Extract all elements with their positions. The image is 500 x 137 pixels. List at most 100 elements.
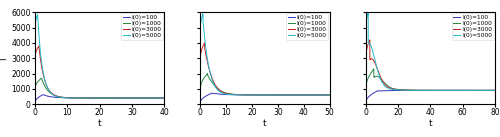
I(0)=100 — [135, 97, 141, 99]
I(0)=5000 — [450, 89, 456, 91]
I(0)=3000 — [428, 89, 434, 91]
I(0)=100 — [202, 96, 208, 97]
I(0)=100 — [40, 94, 46, 95]
I(0)=5000 — [363, 27, 369, 28]
I(0)=1000 — [418, 89, 424, 91]
X-axis label: t: t — [263, 119, 267, 128]
I(0)=1000 — [32, 87, 38, 89]
Line: I(0)=3000: I(0)=3000 — [200, 43, 330, 95]
I(0)=1000 — [371, 68, 377, 70]
I(0)=100 — [419, 90, 425, 91]
I(0)=5000 — [210, 80, 216, 82]
I(0)=3000 — [363, 57, 369, 59]
Legend: I(0)=100, I(0)=1000, I(0)=3000, I(0)=5000: I(0)=100, I(0)=1000, I(0)=3000, I(0)=500… — [286, 14, 329, 40]
Line: I(0)=1000: I(0)=1000 — [366, 69, 495, 90]
I(0)=100 — [236, 94, 242, 96]
I(0)=3000 — [198, 57, 203, 59]
I(0)=1000 — [202, 75, 208, 77]
I(0)=5000 — [75, 97, 81, 99]
I(0)=3000 — [135, 97, 141, 99]
Line: I(0)=3000: I(0)=3000 — [35, 46, 164, 98]
I(0)=3000 — [210, 79, 216, 80]
I(0)=5000 — [418, 89, 424, 91]
I(0)=3000 — [326, 94, 332, 96]
I(0)=3000 — [222, 92, 228, 94]
I(0)=3000 — [32, 57, 38, 59]
Line: I(0)=100: I(0)=100 — [366, 90, 495, 103]
I(0)=5000 — [419, 89, 425, 91]
I(0)=100 — [428, 90, 434, 91]
I(0)=100 — [418, 90, 424, 91]
I(0)=3000 — [162, 97, 168, 99]
I(0)=3000 — [222, 92, 228, 94]
I(0)=5000 — [34, 14, 40, 15]
I(0)=3000 — [75, 97, 81, 99]
I(0)=5000 — [264, 94, 270, 96]
Legend: I(0)=100, I(0)=1000, I(0)=3000, I(0)=5000: I(0)=100, I(0)=1000, I(0)=3000, I(0)=500… — [121, 14, 163, 40]
I(0)=5000 — [117, 97, 123, 99]
I(0)=1000 — [381, 82, 387, 83]
Line: I(0)=5000: I(0)=5000 — [366, 13, 495, 90]
Line: I(0)=5000: I(0)=5000 — [35, 15, 164, 98]
I(0)=3000 — [388, 88, 394, 89]
I(0)=100 — [492, 90, 498, 91]
I(0)=3000 — [128, 97, 134, 99]
I(0)=100 — [222, 94, 228, 95]
X-axis label: t: t — [98, 119, 102, 128]
I(0)=5000 — [222, 93, 228, 95]
I(0)=100 — [326, 94, 332, 96]
I(0)=1000 — [450, 89, 456, 91]
Line: I(0)=5000: I(0)=5000 — [200, 14, 330, 95]
I(0)=1000 — [236, 94, 242, 95]
I(0)=5000 — [381, 84, 387, 86]
I(0)=5000 — [428, 89, 434, 91]
I(0)=1000 — [210, 82, 216, 84]
I(0)=3000 — [381, 82, 387, 84]
I(0)=5000 — [492, 89, 498, 91]
I(0)=1000 — [264, 94, 270, 96]
I(0)=5000 — [162, 97, 168, 99]
I(0)=5000 — [198, 27, 203, 28]
I(0)=1000 — [419, 89, 425, 91]
I(0)=5000 — [135, 97, 141, 99]
I(0)=3000 — [202, 51, 208, 53]
I(0)=3000 — [264, 94, 270, 96]
I(0)=5000 — [32, 27, 38, 28]
I(0)=3000 — [32, 56, 38, 57]
I(0)=1000 — [162, 97, 168, 99]
I(0)=3000 — [367, 39, 373, 41]
I(0)=1000 — [428, 89, 434, 91]
I(0)=3000 — [36, 45, 42, 47]
I(0)=1000 — [326, 94, 332, 96]
I(0)=5000 — [200, 13, 206, 15]
Legend: I(0)=100, I(0)=1000, I(0)=3000, I(0)=5000: I(0)=100, I(0)=1000, I(0)=3000, I(0)=500… — [452, 14, 494, 40]
I(0)=5000 — [326, 94, 332, 96]
I(0)=5000 — [365, 12, 371, 14]
I(0)=1000 — [222, 92, 228, 94]
I(0)=3000 — [202, 42, 207, 44]
I(0)=100 — [264, 94, 270, 96]
I(0)=5000 — [32, 25, 38, 26]
I(0)=5000 — [98, 97, 104, 99]
I(0)=1000 — [204, 73, 210, 74]
I(0)=1000 — [32, 88, 38, 90]
I(0)=1000 — [128, 97, 134, 99]
I(0)=3000 — [450, 89, 456, 91]
I(0)=3000 — [492, 89, 498, 91]
Y-axis label: I: I — [0, 57, 8, 60]
I(0)=100 — [388, 90, 394, 91]
I(0)=5000 — [222, 93, 228, 95]
I(0)=1000 — [198, 88, 203, 90]
I(0)=100 — [210, 92, 216, 94]
I(0)=3000 — [117, 97, 123, 99]
I(0)=100 — [198, 102, 203, 103]
I(0)=100 — [128, 97, 134, 99]
Line: I(0)=100: I(0)=100 — [35, 95, 164, 103]
I(0)=1000 — [363, 88, 369, 90]
I(0)=1000 — [492, 89, 498, 91]
I(0)=100 — [32, 101, 38, 103]
I(0)=100 — [162, 97, 168, 99]
I(0)=1000 — [117, 97, 123, 99]
I(0)=100 — [363, 102, 369, 103]
I(0)=100 — [75, 97, 81, 99]
